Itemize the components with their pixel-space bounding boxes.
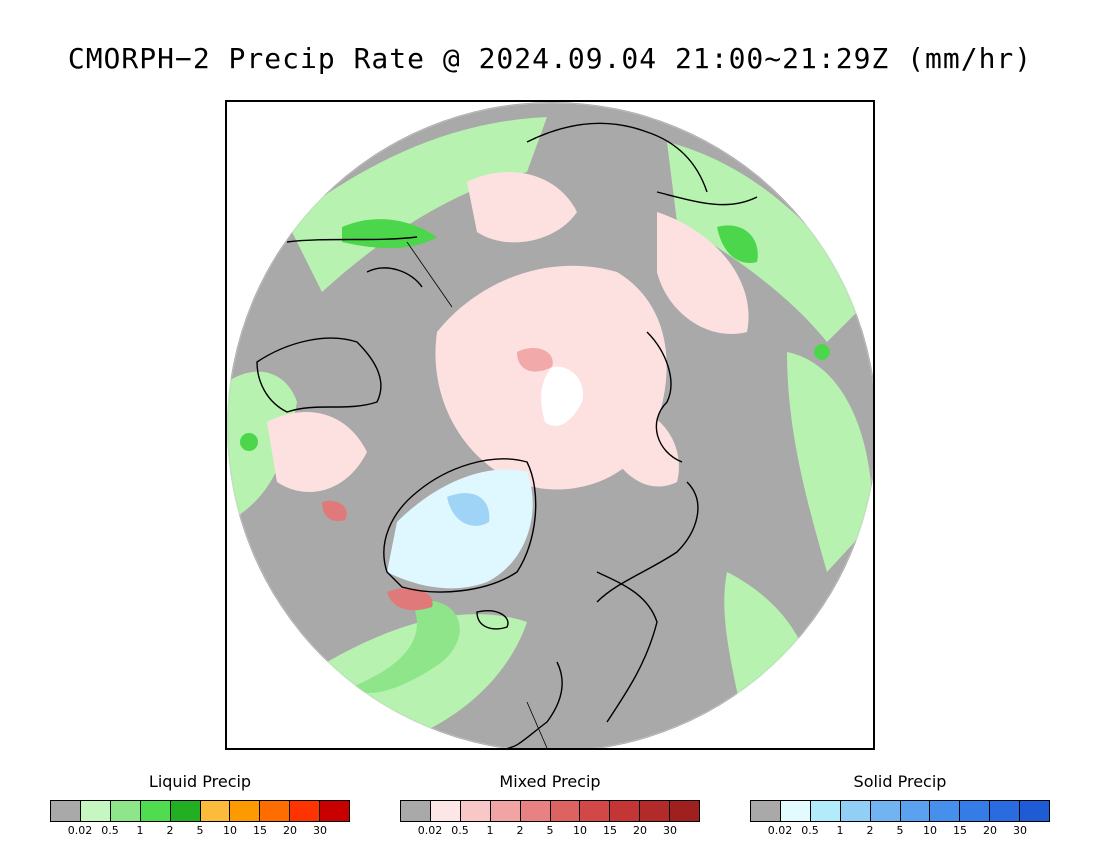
legend-title-liquid: Liquid Precip [148, 772, 252, 791]
legend-swatch [290, 801, 321, 821]
legend-tick-label: 30 [1013, 824, 1027, 837]
mixed-swirl [517, 347, 553, 372]
legend-bar-liquid [50, 800, 350, 822]
mixed-region-siberia [607, 402, 679, 487]
legend-swatch [51, 801, 81, 821]
polar-data-gap [541, 366, 583, 426]
legend-swatch [170, 801, 201, 821]
chart-title: CMORPH−2 Precip Rate @ 2024.09.04 21:00~… [67, 42, 1033, 75]
mixed-core-labrador [322, 500, 347, 522]
legend-tick-label: 5 [196, 824, 204, 837]
legend-tick-label: 15 [253, 824, 267, 837]
mixed-region-canada [267, 412, 367, 492]
legend-tick-label: 10 [223, 824, 237, 837]
legend-swatch [320, 801, 350, 821]
legend-swatch [960, 801, 991, 821]
legend-bar-solid [750, 800, 1050, 822]
legend-ticks-liquid: 0.02 0.5 1 2 5 10 15 20 30 [50, 822, 350, 837]
liquid-core-small-w [240, 433, 258, 451]
legend-tick-label: 0.02 [67, 824, 93, 837]
legend-tick-label: 20 [283, 824, 297, 837]
legend-tick-label: 1 [136, 824, 144, 837]
legend-tick-label: 20 [633, 824, 647, 837]
liquid-band-west [227, 371, 297, 522]
legend-swatch [870, 801, 901, 821]
legend-ticks-solid: 0.02 0.5 1 2 5 10 15 20 30 [750, 822, 1050, 837]
legend-mixed: Mixed Precip 0.02 0.5 1 2 5 10 15 20 30 [400, 772, 700, 837]
legend-tick-label: 30 [313, 824, 327, 837]
legend-tick-label: 15 [953, 824, 967, 837]
legend-swatch [810, 801, 841, 821]
legend-swatch [200, 801, 231, 821]
legend-swatch [780, 801, 811, 821]
legend-tick-label: 15 [603, 824, 617, 837]
solid-greenland-core [447, 493, 490, 526]
solid-greenland [387, 469, 533, 589]
legend-swatch [610, 801, 641, 821]
map-disk-outline [227, 102, 873, 748]
legend-swatch [520, 801, 551, 821]
legend-tick-label: 0.02 [767, 824, 793, 837]
legend-tick-label: 10 [923, 824, 937, 837]
legend-tick-label: 20 [983, 824, 997, 837]
legend-tick-label: 1 [836, 824, 844, 837]
liquid-band-east [787, 352, 873, 572]
mixed-region-east [657, 212, 749, 334]
legend-swatch [580, 801, 611, 821]
legend-liquid: Liquid Precip 0.02 0.5 1 2 5 10 15 20 30 [50, 772, 350, 837]
legend-swatch [401, 801, 431, 821]
liquid-core-cyclone [352, 600, 460, 693]
legend-swatch [1020, 801, 1050, 821]
legend-swatch [110, 801, 141, 821]
legend-tick-label: 10 [573, 824, 587, 837]
legend-tick-label: 0.5 [451, 824, 469, 837]
mixed-region-north [467, 172, 577, 243]
legend-swatch [930, 801, 961, 821]
coastlines [256, 122, 758, 748]
legend-swatch [460, 801, 491, 821]
polar-map [225, 100, 875, 750]
legend-swatch [751, 801, 781, 821]
legend-swatch [430, 801, 461, 821]
legend-tick-label: 0.5 [101, 824, 119, 837]
legend-tick-label: 2 [866, 824, 874, 837]
legend-swatch [640, 801, 671, 821]
liquid-band-northwest [287, 117, 547, 292]
legend-swatch [80, 801, 111, 821]
political-boundaries [406, 241, 548, 748]
legend-tick-label: 5 [896, 824, 904, 837]
legend-tick-label: 30 [663, 824, 677, 837]
legend-swatch [260, 801, 291, 821]
legend-swatch [230, 801, 261, 821]
legend-swatch [550, 801, 581, 821]
legend-tick-label: 2 [516, 824, 524, 837]
legend-tick-label: 0.5 [801, 824, 819, 837]
legend-title-solid: Solid Precip [853, 772, 947, 791]
legend-tick-label: 1 [486, 824, 494, 837]
legend-swatch [490, 801, 521, 821]
liquid-core-ne [717, 225, 758, 263]
legend-title-mixed: Mixed Precip [499, 772, 601, 791]
legend-swatch [840, 801, 871, 821]
legend-swatch [670, 801, 700, 821]
legend-tick-label: 0.02 [417, 824, 443, 837]
legend-tick-label: 2 [166, 824, 174, 837]
liquid-core-nw [342, 219, 437, 249]
liquid-band-northeast [667, 142, 867, 342]
legend-bar-mixed [400, 800, 700, 822]
liquid-core-small-e [814, 344, 830, 360]
legend-swatch [140, 801, 171, 821]
legend-swatch [990, 801, 1021, 821]
legend-ticks-mixed: 0.02 0.5 1 2 5 10 15 20 30 [400, 822, 700, 837]
legend-swatch [900, 801, 931, 821]
mixed-core-greenland-south [387, 587, 433, 611]
legend-tick-label: 5 [546, 824, 554, 837]
legend-solid: Solid Precip 0.02 0.5 1 2 5 10 15 20 30 [750, 772, 1050, 837]
polar-precip-map [227, 102, 873, 748]
